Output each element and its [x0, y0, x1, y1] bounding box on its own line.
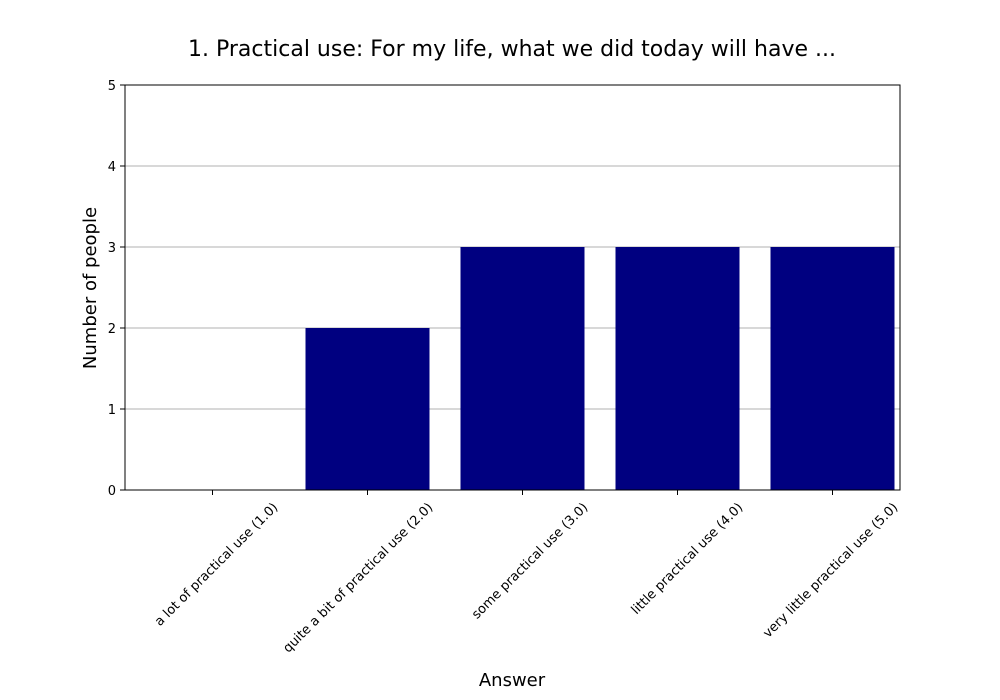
x-tick-label: some practical use (3.0) — [469, 500, 591, 622]
x-tick-label: quite a bit of practical use (2.0) — [280, 500, 436, 656]
x-axis-label: Answer — [479, 670, 546, 691]
plot-frame — [124, 84, 901, 491]
x-axis: a lot of practical use (1.0) quite a bit … — [152, 490, 901, 656]
y-tick-label: 0 — [108, 484, 116, 499]
y-axis-label: Number of people — [80, 207, 101, 369]
y-tick-label: 5 — [108, 79, 116, 94]
bar — [615, 247, 740, 490]
chart-title: 1. Practical use: For my life, what we d… — [188, 37, 836, 62]
y-tick-label: 1 — [108, 403, 116, 418]
y-tick-label: 2 — [108, 322, 116, 337]
y-tick-label: 3 — [108, 241, 116, 256]
bar — [305, 328, 430, 490]
y-axis: 0 1 2 3 4 5 — [108, 79, 125, 499]
y-tick-label: 4 — [108, 160, 116, 175]
bars — [305, 247, 895, 490]
bar — [770, 247, 895, 490]
x-tick-label: a lot of practical use (1.0) — [152, 500, 281, 629]
x-tick-label: little practical use (4.0) — [629, 500, 747, 618]
bar — [460, 247, 585, 490]
x-tick-label: very little practical use (5.0) — [760, 500, 901, 641]
